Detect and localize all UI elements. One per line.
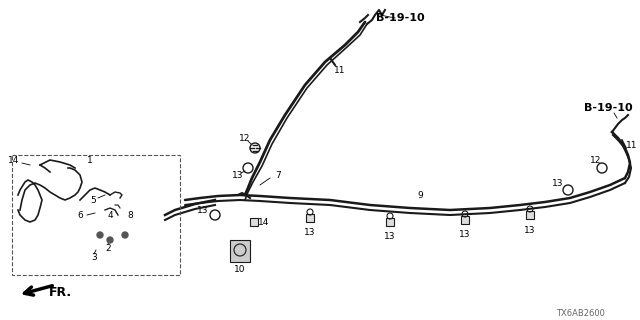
Text: 14: 14 [8, 156, 20, 164]
Text: 3: 3 [91, 253, 97, 262]
Text: 13: 13 [460, 229, 471, 238]
Text: 6: 6 [77, 211, 83, 220]
Text: B-19-10: B-19-10 [376, 13, 424, 23]
Text: 13: 13 [232, 171, 244, 180]
Bar [461, 216, 469, 224]
Bar [230, 240, 250, 262]
Text: 7: 7 [275, 171, 281, 180]
Text: 10: 10 [234, 266, 246, 275]
Text: 13: 13 [524, 226, 536, 235]
Text: 8: 8 [127, 211, 133, 220]
Text: 1: 1 [87, 156, 93, 164]
Text: 13: 13 [304, 228, 316, 236]
Text: 11: 11 [627, 140, 637, 149]
Bar [12, 155, 180, 275]
Text: 11: 11 [334, 66, 346, 75]
Text: 12: 12 [239, 133, 251, 142]
Bar [526, 211, 534, 219]
Bar [250, 218, 258, 226]
Text: 14: 14 [259, 218, 269, 227]
Bar [386, 218, 394, 226]
Circle shape [122, 232, 128, 238]
Text: TX6AB2600: TX6AB2600 [556, 308, 604, 317]
Text: 13: 13 [197, 205, 209, 214]
Text: 13: 13 [384, 231, 396, 241]
Text: 13: 13 [552, 179, 564, 188]
Text: 12: 12 [590, 156, 602, 164]
Text: 9: 9 [417, 190, 423, 199]
Text: B-19-10: B-19-10 [584, 103, 632, 113]
Text: FR.: FR. [49, 286, 72, 300]
Text: 4: 4 [107, 211, 113, 220]
Text: 5: 5 [90, 196, 96, 204]
Circle shape [107, 237, 113, 243]
Text: 2: 2 [105, 244, 111, 252]
Bar [306, 214, 314, 222]
Circle shape [97, 232, 103, 238]
